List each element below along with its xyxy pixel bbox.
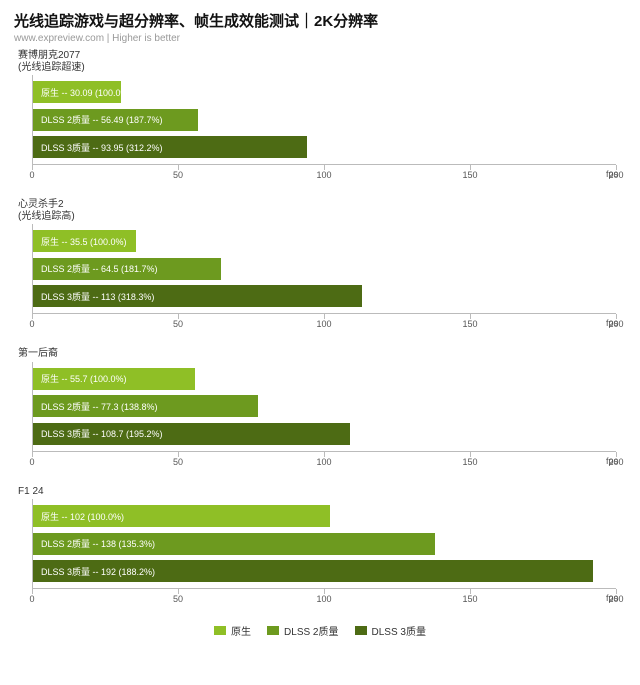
x-tick-label: 0	[29, 319, 34, 329]
x-tick-label: 150	[462, 457, 477, 467]
x-tick: 100	[324, 589, 325, 594]
chart-subtitle: www.expreview.com | Higher is better	[14, 33, 626, 44]
chart-panel: F1 24 原生 -- 102 (100.0%) DLSS 2质量 -- 138 (…	[14, 486, 626, 618]
legend-item: DLSS 3质量	[355, 623, 426, 638]
x-tick-label: 50	[173, 457, 183, 467]
x-tick: 150	[470, 452, 471, 457]
bar: DLSS 3质量 -- 108.7 (195.2%)	[33, 423, 350, 445]
bar-label: DLSS 2质量 -- 77.3 (138.8%)	[41, 400, 158, 413]
bar-label: 原生 -- 30.09 (100.0%)	[41, 86, 132, 99]
x-tick-label: 150	[462, 319, 477, 329]
x-tick: 0	[32, 589, 33, 594]
bar-label: DLSS 2质量 -- 64.5 (181.7%)	[41, 262, 158, 275]
x-tick-label: 0	[29, 594, 34, 604]
x-tick: 100	[324, 314, 325, 319]
chart-area: 原生 -- 55.7 (100.0%) DLSS 2质量 -- 77.3 (138…	[32, 362, 616, 480]
bar: DLSS 2质量 -- 77.3 (138.8%)	[33, 395, 258, 417]
bar: DLSS 3质量 -- 192 (188.2%)	[33, 560, 593, 582]
legend-swatch	[214, 626, 226, 635]
legend-item: DLSS 2质量	[267, 623, 338, 638]
x-tick-label: 100	[316, 594, 331, 604]
bar: DLSS 2质量 -- 138 (135.3%)	[33, 533, 435, 555]
chart-panel: 赛博朋克2077(光线追踪超速) 原生 -- 30.09 (100.0%) DLSS…	[14, 50, 626, 193]
x-tick: 0	[32, 165, 33, 170]
bars-group: 原生 -- 102 (100.0%) DLSS 2质量 -- 138 (135.3…	[33, 505, 616, 582]
legend: 原生 DLSS 2质量 DLSS 3质量	[14, 623, 626, 638]
x-tick-label: 150	[462, 170, 477, 180]
bar-label: DLSS 3质量 -- 113 (318.3%)	[41, 290, 154, 303]
bar-label: 原生 -- 55.7 (100.0%)	[41, 372, 127, 385]
x-tick: 100	[324, 452, 325, 457]
x-tick-label: 50	[173, 319, 183, 329]
bar-label: DLSS 2质量 -- 138 (135.3%)	[41, 537, 155, 550]
panel-title: 第一后裔	[14, 348, 626, 360]
plot: 原生 -- 30.09 (100.0%) DLSS 2质量 -- 56.49 (1…	[32, 75, 616, 165]
axis-unit: fps	[606, 169, 618, 179]
x-axis: 050100150200	[32, 589, 616, 617]
bar: DLSS 2质量 -- 64.5 (181.7%)	[33, 258, 221, 280]
legend-label: DLSS 3质量	[372, 623, 426, 638]
x-tick: 50	[178, 165, 179, 170]
bar-label: DLSS 3质量 -- 108.7 (195.2%)	[41, 427, 163, 440]
chart-panel: 第一后裔原生 -- 55.7 (100.0%) DLSS 2质量 -- 77.3 …	[14, 348, 626, 480]
x-tick-label: 0	[29, 457, 34, 467]
bar-label: DLSS 2质量 -- 56.49 (187.7%)	[41, 113, 163, 126]
bar: 原生 -- 102 (100.0%)	[33, 505, 330, 527]
x-tick-label: 50	[173, 594, 183, 604]
legend-label: DLSS 2质量	[284, 623, 338, 638]
panel-title: F1 24	[14, 486, 626, 498]
bar-label: 原生 -- 102 (100.0%)	[41, 510, 124, 523]
x-tick: 150	[470, 165, 471, 170]
x-tick: 150	[470, 589, 471, 594]
panel-title: 心灵杀手2(光线追踪高)	[14, 199, 626, 222]
x-tick-label: 50	[173, 170, 183, 180]
bar: DLSS 2质量 -- 56.49 (187.7%)	[33, 109, 198, 131]
bar: 原生 -- 55.7 (100.0%)	[33, 368, 195, 390]
panels-container: 赛博朋克2077(光线追踪超速) 原生 -- 30.09 (100.0%) DLSS…	[14, 50, 626, 617]
chart-area: 原生 -- 35.5 (100.0%) DLSS 2质量 -- 64.5 (181…	[32, 224, 616, 342]
x-tick-label: 100	[316, 170, 331, 180]
x-tick-label: 0	[29, 170, 34, 180]
bar: DLSS 3质量 -- 113 (318.3%)	[33, 285, 362, 307]
legend-swatch	[267, 626, 279, 635]
bars-group: 原生 -- 30.09 (100.0%) DLSS 2质量 -- 56.49 (1…	[33, 81, 616, 158]
bar-label: DLSS 3质量 -- 192 (188.2%)	[41, 565, 155, 578]
legend-label: 原生	[231, 623, 251, 638]
plot: 原生 -- 102 (100.0%) DLSS 2质量 -- 138 (135.3…	[32, 499, 616, 589]
x-tick: 50	[178, 589, 179, 594]
x-tick: 50	[178, 452, 179, 457]
legend-swatch	[355, 626, 367, 635]
bars-group: 原生 -- 55.7 (100.0%) DLSS 2质量 -- 77.3 (138…	[33, 368, 616, 445]
x-tick-label: 150	[462, 594, 477, 604]
x-tick-label: 100	[316, 457, 331, 467]
bar: 原生 -- 30.09 (100.0%)	[33, 81, 121, 103]
axis-unit: fps	[606, 456, 618, 466]
chart-area: 原生 -- 30.09 (100.0%) DLSS 2质量 -- 56.49 (1…	[32, 75, 616, 193]
plot: 原生 -- 35.5 (100.0%) DLSS 2质量 -- 64.5 (181…	[32, 224, 616, 314]
bar-label: DLSS 3质量 -- 93.95 (312.2%)	[41, 141, 163, 154]
bars-group: 原生 -- 35.5 (100.0%) DLSS 2质量 -- 64.5 (181…	[33, 230, 616, 307]
x-tick-label: 100	[316, 319, 331, 329]
x-axis: 050100150200	[32, 314, 616, 342]
chart-title: 光线追踪游戏与超分辨率、帧生成效能测试｜2K分辨率	[14, 10, 626, 31]
chart-panel: 心灵杀手2(光线追踪高) 原生 -- 35.5 (100.0%) DLSS 2质量 …	[14, 199, 626, 342]
axis-unit: fps	[606, 318, 618, 328]
bar: 原生 -- 35.5 (100.0%)	[33, 230, 136, 252]
x-tick: 150	[470, 314, 471, 319]
x-tick: 0	[32, 452, 33, 457]
x-tick: 50	[178, 314, 179, 319]
chart-area: 原生 -- 102 (100.0%) DLSS 2质量 -- 138 (135.3…	[32, 499, 616, 617]
x-axis: 050100150200	[32, 452, 616, 480]
axis-unit: fps	[606, 593, 618, 603]
panel-title: 赛博朋克2077(光线追踪超速)	[14, 50, 626, 73]
bar-label: 原生 -- 35.5 (100.0%)	[41, 235, 127, 248]
x-tick: 100	[324, 165, 325, 170]
x-axis: 050100150200	[32, 165, 616, 193]
plot: 原生 -- 55.7 (100.0%) DLSS 2质量 -- 77.3 (138…	[32, 362, 616, 452]
bar: DLSS 3质量 -- 93.95 (312.2%)	[33, 136, 307, 158]
x-tick: 0	[32, 314, 33, 319]
legend-item: 原生	[214, 623, 251, 638]
